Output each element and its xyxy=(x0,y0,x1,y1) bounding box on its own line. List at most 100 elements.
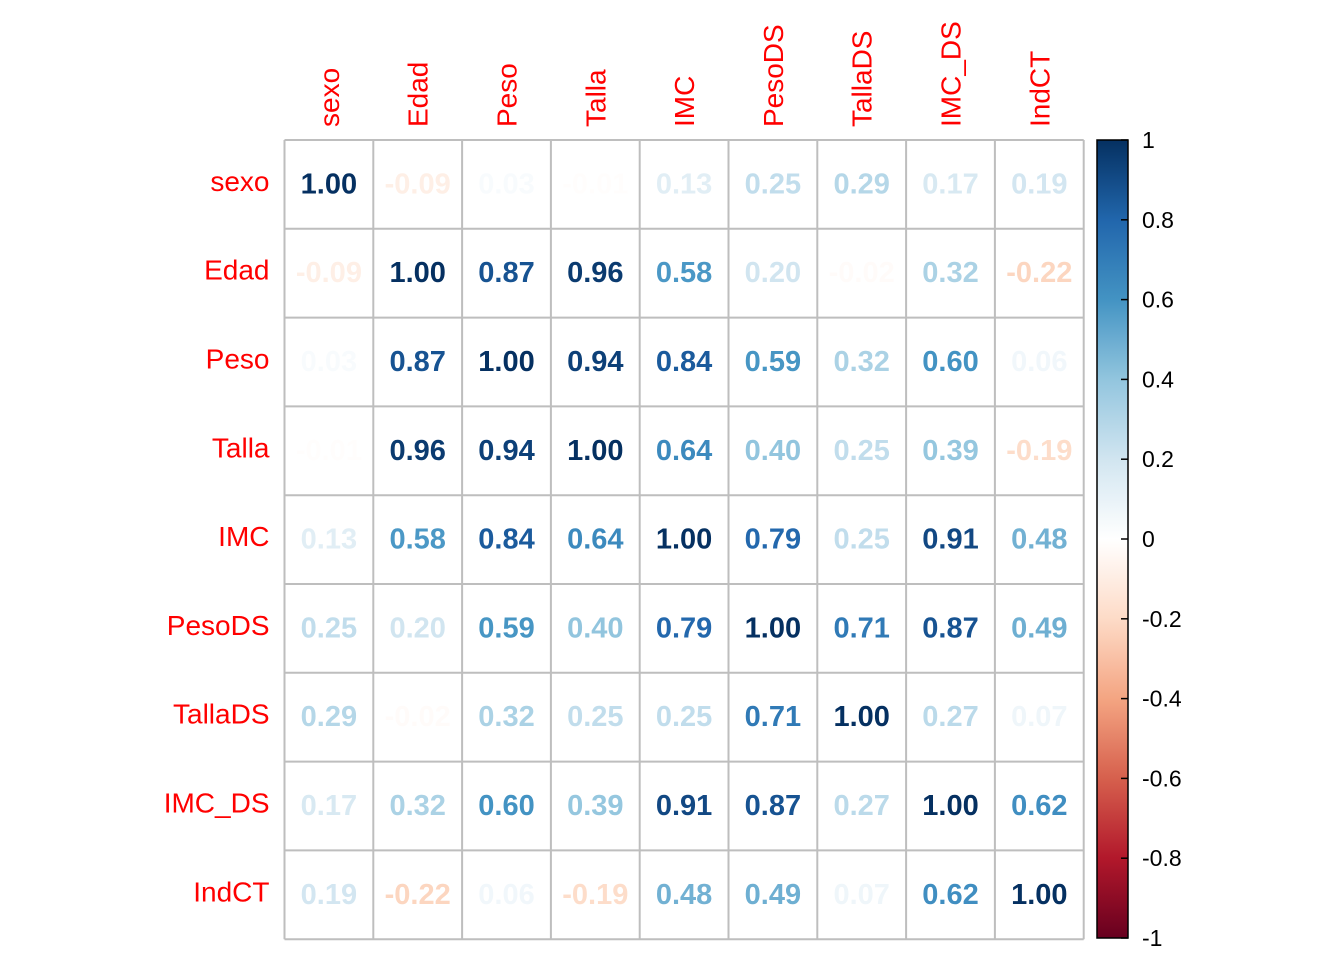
cell-coefficient-Peso-IMC: 0.84 xyxy=(656,346,712,378)
colorbar-tick-label: 0.6 xyxy=(1142,287,1174,313)
cell-coefficient-Edad-IndCT: -0.22 xyxy=(1006,257,1072,289)
cell-coefficient-Edad-sexo: -0.09 xyxy=(296,257,362,289)
cell-coefficient-IndCT-Edad: -0.22 xyxy=(385,879,451,911)
colorbar-tick-label: 0.4 xyxy=(1142,366,1174,392)
cell-coefficient-IMC_DS-Peso: 0.60 xyxy=(478,790,534,822)
cell-coefficient-IndCT-IndCT: 1.00 xyxy=(1011,879,1067,911)
cell-coefficient-Talla-sexo: -0.01 xyxy=(296,435,362,467)
cell-coefficient-IMC-IndCT: 0.48 xyxy=(1011,524,1067,556)
column-label-IMC: IMC xyxy=(669,76,700,127)
cell-coefficient-IMC_DS-TallaDS: 0.27 xyxy=(833,790,889,822)
cell-coefficient-TallaDS-IMC: 0.25 xyxy=(656,701,712,733)
cell-coefficient-Peso-Edad: 0.87 xyxy=(389,346,445,378)
cell-coefficient-IMC-IMC_DS: 0.91 xyxy=(922,524,978,556)
cell-coefficient-IMC_DS-PesoDS: 0.87 xyxy=(745,790,801,822)
cell-coefficient-IMC-Edad: 0.58 xyxy=(389,524,445,556)
cell-coefficient-IndCT-Talla: -0.19 xyxy=(562,879,628,911)
row-label-IMC_DS: IMC_DS xyxy=(164,788,270,819)
row-label-IMC: IMC xyxy=(218,521,269,552)
cell-coefficient-IMC_DS-IMC_DS: 1.00 xyxy=(922,790,978,822)
cell-coefficient-sexo-Talla: -0.01 xyxy=(562,168,628,200)
cell-coefficient-Edad-Peso: 0.87 xyxy=(478,257,534,289)
cell-coefficient-Edad-IMC_DS: 0.32 xyxy=(922,257,978,289)
cell-coefficient-IMC_DS-Talla: 0.39 xyxy=(567,790,623,822)
row-label-Edad: Edad xyxy=(204,255,269,286)
row-label-TallaDS: TallaDS xyxy=(173,699,269,730)
column-label-sexo: sexo xyxy=(314,68,345,127)
colorbar-tick-label: 0 xyxy=(1142,526,1155,552)
cell-coefficient-IndCT-Peso: 0.06 xyxy=(478,879,534,911)
cell-coefficient-IndCT-TallaDS: 0.07 xyxy=(833,879,889,911)
row-label-Talla: Talla xyxy=(212,432,270,463)
cell-coefficient-Talla-IndCT: -0.19 xyxy=(1006,435,1072,467)
cell-coefficient-TallaDS-sexo: 0.29 xyxy=(301,701,357,733)
cell-coefficient-TallaDS-TallaDS: 1.00 xyxy=(833,701,889,733)
cell-coefficient-PesoDS-Peso: 0.59 xyxy=(478,612,534,644)
cell-coefficient-TallaDS-Talla: 0.25 xyxy=(567,701,623,733)
cell-coefficient-PesoDS-IMC: 0.79 xyxy=(656,612,712,644)
cell-coefficient-PesoDS-sexo: 0.25 xyxy=(301,612,357,644)
column-label-IndCT: IndCT xyxy=(1024,51,1055,127)
colorbar-tick-label: 0.8 xyxy=(1142,207,1174,233)
cell-coefficient-sexo-TallaDS: 0.29 xyxy=(833,168,889,200)
colorbar-tick-label: -1 xyxy=(1142,925,1162,951)
cell-coefficient-Peso-PesoDS: 0.59 xyxy=(745,346,801,378)
cell-coefficient-IMC_DS-Edad: 0.32 xyxy=(389,790,445,822)
cell-coefficient-IndCT-sexo: 0.19 xyxy=(301,879,357,911)
column-label-IMC_DS: IMC_DS xyxy=(936,21,967,127)
colorbar-tick-label: -0.4 xyxy=(1142,686,1182,712)
cell-coefficient-IndCT-IMC_DS: 0.62 xyxy=(922,879,978,911)
cell-coefficient-Peso-IndCT: 0.06 xyxy=(1011,346,1067,378)
cell-coefficient-IMC-Talla: 0.64 xyxy=(567,524,623,556)
cell-coefficient-PesoDS-PesoDS: 1.00 xyxy=(745,612,801,644)
column-label-Edad: Edad xyxy=(403,62,434,127)
cell-coefficient-Edad-PesoDS: 0.20 xyxy=(745,257,801,289)
cell-coefficient-TallaDS-IMC_DS: 0.27 xyxy=(922,701,978,733)
cell-coefficient-IndCT-IMC: 0.48 xyxy=(656,879,712,911)
column-label-Talla: Talla xyxy=(580,69,611,127)
cell-coefficient-IMC_DS-sexo: 0.17 xyxy=(301,790,357,822)
cell-coefficient-PesoDS-IMC_DS: 0.87 xyxy=(922,612,978,644)
cell-coefficient-PesoDS-Talla: 0.40 xyxy=(567,612,623,644)
row-label-sexo: sexo xyxy=(210,166,269,197)
cell-coefficient-IMC-PesoDS: 0.79 xyxy=(745,524,801,556)
cell-coefficient-Talla-IMC_DS: 0.39 xyxy=(922,435,978,467)
cell-coefficient-PesoDS-TallaDS: 0.71 xyxy=(833,612,889,644)
cell-coefficient-Talla-Edad: 0.96 xyxy=(389,435,445,467)
cell-coefficient-IMC-Peso: 0.84 xyxy=(478,524,534,556)
colorbar-tick-label: 0.2 xyxy=(1142,446,1174,472)
column-label-TallaDS: TallaDS xyxy=(847,31,878,127)
colorbar-tick-label: -0.8 xyxy=(1142,845,1182,871)
cell-coefficient-IMC_DS-IndCT: 0.62 xyxy=(1011,790,1067,822)
cell-coefficient-IMC_DS-IMC: 0.91 xyxy=(656,790,712,822)
cell-coefficient-sexo-IMC_DS: 0.17 xyxy=(922,168,978,200)
column-label-Peso: Peso xyxy=(492,63,523,127)
colorbar-tick-label: -0.2 xyxy=(1142,606,1182,632)
cell-coefficient-TallaDS-Peso: 0.32 xyxy=(478,701,534,733)
cell-coefficient-Talla-PesoDS: 0.40 xyxy=(745,435,801,467)
cell-layer: 1.00 -0.09 0.03 -0.01 0.13 0.25 0.29 0.17 0.19 -0… xyxy=(283,139,1085,941)
cell-coefficient-Edad-IMC: 0.58 xyxy=(656,257,712,289)
row-label-PesoDS: PesoDS xyxy=(167,610,270,641)
cell-coefficient-Talla-IMC: 0.64 xyxy=(656,435,712,467)
cell-coefficient-sexo-PesoDS: 0.25 xyxy=(745,168,801,200)
row-label-Peso: Peso xyxy=(206,344,270,375)
cell-coefficient-PesoDS-Edad: 0.20 xyxy=(389,612,445,644)
column-label-PesoDS: PesoDS xyxy=(758,24,789,127)
cell-coefficient-Peso-TallaDS: 0.32 xyxy=(833,346,889,378)
cell-coefficient-Edad-Edad: 1.00 xyxy=(389,257,445,289)
row-label-IndCT: IndCT xyxy=(193,876,269,907)
cell-coefficient-Talla-Peso: 0.94 xyxy=(478,435,534,467)
cell-coefficient-IMC-TallaDS: 0.25 xyxy=(833,524,889,556)
column-labels: sexo Edad Peso Talla IMC PesoDS TallaDS IMC_DS I… xyxy=(314,21,1055,127)
cell-coefficient-IndCT-PesoDS: 0.49 xyxy=(745,879,801,911)
colorbar: 1 0.8 0.6 0.4 0.2 0 -0.2 -0.4 -0.6 -0.8 -1 xyxy=(1096,127,1182,951)
cell-coefficient-Talla-Talla: 1.00 xyxy=(567,435,623,467)
cell-coefficient-PesoDS-IndCT: 0.49 xyxy=(1011,612,1067,644)
cell-coefficient-TallaDS-Edad: -0.02 xyxy=(385,701,451,733)
cell-coefficient-Edad-Talla: 0.96 xyxy=(567,257,623,289)
colorbar-tick-label: 1 xyxy=(1142,127,1155,153)
cell-coefficient-TallaDS-IndCT: 0.07 xyxy=(1011,701,1067,733)
cell-coefficient-sexo-Peso: 0.03 xyxy=(478,168,534,200)
cell-coefficient-Peso-IMC_DS: 0.60 xyxy=(922,346,978,378)
